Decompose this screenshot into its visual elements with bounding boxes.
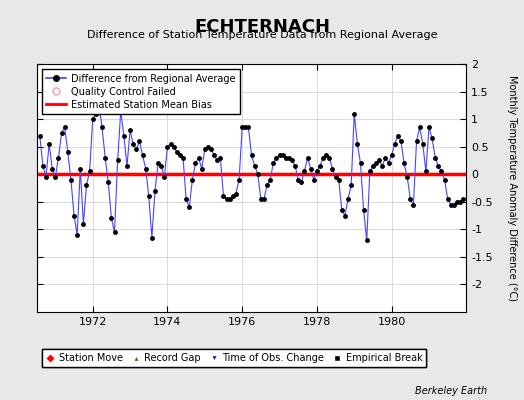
- Text: ECHTERNACH: ECHTERNACH: [194, 18, 330, 36]
- Y-axis label: Monthly Temperature Anomaly Difference (°C): Monthly Temperature Anomaly Difference (…: [507, 75, 517, 301]
- Text: Difference of Station Temperature Data from Regional Average: Difference of Station Temperature Data f…: [87, 30, 437, 40]
- Legend: Station Move, Record Gap, Time of Obs. Change, Empirical Break: Station Move, Record Gap, Time of Obs. C…: [41, 349, 427, 367]
- Text: Berkeley Earth: Berkeley Earth: [415, 386, 487, 396]
